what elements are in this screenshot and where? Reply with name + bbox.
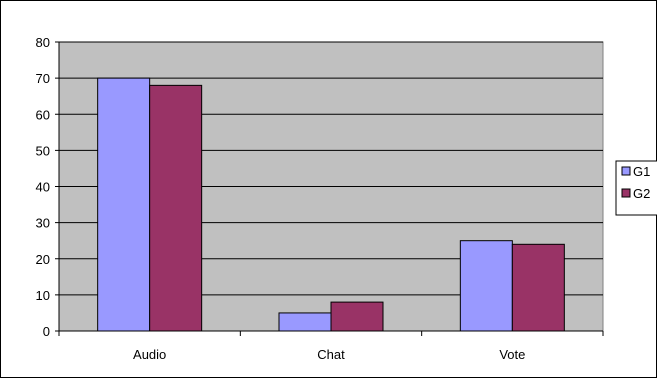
bar-g2-vote [511, 243, 565, 332]
x-tick-label-chat: Chat [317, 347, 345, 362]
y-tick-label: 80 [36, 35, 50, 50]
y-tick-label: 60 [36, 107, 50, 122]
y-tick-label: 50 [36, 143, 50, 158]
bar-g2-chat [330, 301, 384, 332]
y-tick-label: 10 [36, 288, 50, 303]
bar-g1-chat [278, 312, 332, 332]
y-tick-label: 30 [36, 216, 50, 231]
y-tick-label: 20 [36, 252, 50, 267]
bar-g1-audio [97, 77, 151, 332]
legend-swatch-g1 [621, 166, 631, 176]
y-tick-label: 0 [43, 324, 50, 339]
bar-g2-audio [149, 84, 203, 332]
axes: 0 10 20 30 40 50 60 70 80 Audio Chat Vote [36, 35, 604, 362]
legend-label-g2: G2 [633, 186, 650, 201]
legend-swatch-g2 [621, 188, 631, 198]
y-tick-label: 70 [36, 71, 50, 86]
bars [97, 77, 565, 332]
x-tick-label-vote: Vote [499, 347, 525, 362]
x-tick-label-audio: Audio [133, 347, 166, 362]
bar-g1-vote [459, 240, 513, 332]
y-tick-label: 40 [36, 180, 50, 195]
legend-label-g1: G1 [633, 164, 650, 179]
